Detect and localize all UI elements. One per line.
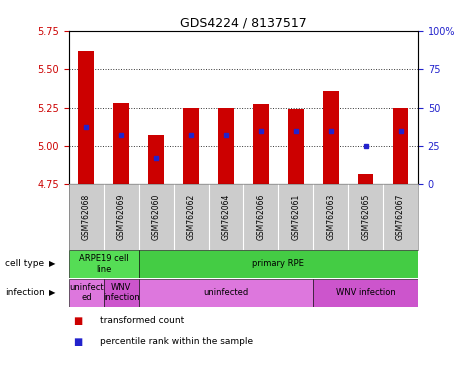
Bar: [148, 135, 164, 184]
Text: ARPE19 cell
line: ARPE19 cell line: [79, 254, 129, 274]
Text: GSM762068: GSM762068: [82, 194, 91, 240]
Text: GSM762060: GSM762060: [152, 194, 161, 240]
Bar: [323, 91, 339, 184]
Text: GSM762065: GSM762065: [361, 194, 370, 240]
Bar: [114, 103, 129, 184]
Text: GSM762067: GSM762067: [396, 194, 405, 240]
Text: GSM762061: GSM762061: [291, 194, 300, 240]
Text: ▶: ▶: [49, 288, 56, 297]
Text: ▶: ▶: [49, 260, 56, 268]
Text: GSM762064: GSM762064: [221, 194, 230, 240]
Bar: [139, 279, 314, 307]
Text: cell type: cell type: [5, 260, 44, 268]
Text: primary RPE: primary RPE: [252, 260, 304, 268]
Bar: [139, 250, 418, 278]
Text: GSM762066: GSM762066: [256, 194, 266, 240]
Text: infection: infection: [5, 288, 45, 297]
Bar: [69, 250, 139, 278]
Bar: [69, 279, 104, 307]
Title: GDS4224 / 8137517: GDS4224 / 8137517: [180, 17, 307, 30]
Text: transformed count: transformed count: [100, 316, 184, 325]
Text: WNV
infection: WNV infection: [103, 283, 140, 303]
Text: uninfect
ed: uninfect ed: [69, 283, 104, 303]
Text: GSM762063: GSM762063: [326, 194, 335, 240]
Bar: [358, 174, 373, 184]
Text: GSM762069: GSM762069: [117, 194, 126, 240]
Bar: [393, 108, 408, 184]
Text: ■: ■: [74, 316, 83, 326]
Text: WNV infection: WNV infection: [336, 288, 396, 297]
Text: uninfected: uninfected: [203, 288, 248, 297]
Text: ■: ■: [74, 337, 83, 347]
Bar: [288, 109, 304, 184]
Text: GSM762062: GSM762062: [187, 194, 196, 240]
Text: percentile rank within the sample: percentile rank within the sample: [100, 337, 253, 346]
Bar: [253, 104, 269, 184]
Bar: [104, 279, 139, 307]
Bar: [183, 108, 199, 184]
Bar: [314, 279, 418, 307]
Bar: [78, 51, 94, 184]
Bar: [218, 108, 234, 184]
